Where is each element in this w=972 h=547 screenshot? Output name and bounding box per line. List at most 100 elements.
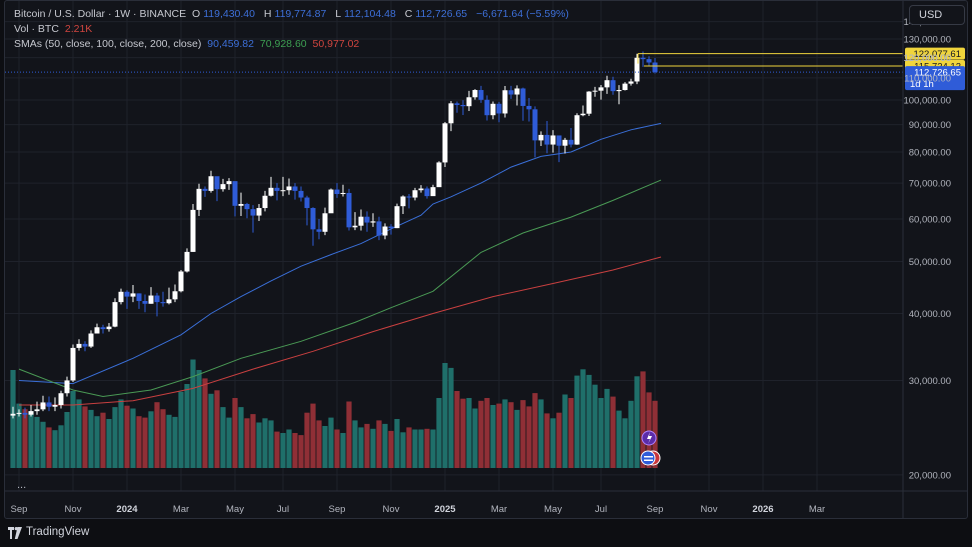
volume-bar xyxy=(628,400,634,468)
candle-body xyxy=(160,302,166,304)
volume-legend: Vol · BTC 2.21K xyxy=(14,23,95,36)
x-tick-label: Mar xyxy=(809,504,825,515)
candle-body xyxy=(262,195,268,209)
candle-body xyxy=(568,139,574,145)
candle-body xyxy=(184,251,190,272)
volume-bar xyxy=(616,410,622,468)
volume-bar xyxy=(436,398,442,468)
candle-body xyxy=(490,103,496,116)
candle-body xyxy=(604,80,610,88)
y-tick-label: 130,000.00 xyxy=(903,34,951,45)
volume-bar xyxy=(538,399,544,468)
candle-body xyxy=(268,187,274,196)
lightning-glyph-icon xyxy=(647,432,652,444)
x-tick-label: 2024 xyxy=(116,504,138,515)
volume-bar xyxy=(286,429,292,468)
volume-bar xyxy=(466,398,472,468)
volume-bar xyxy=(646,392,652,468)
candle-body xyxy=(316,229,322,232)
candle-body xyxy=(190,209,196,252)
sma-line-1 xyxy=(18,122,662,385)
volume-bar xyxy=(256,422,262,468)
volume-bar xyxy=(532,393,538,468)
candle-body xyxy=(448,103,454,124)
candle-body xyxy=(286,186,292,191)
candle-body xyxy=(496,103,502,114)
volume-bar xyxy=(112,407,118,468)
candle-body xyxy=(562,139,568,146)
candle-body xyxy=(424,188,430,197)
volume-bar xyxy=(472,408,478,468)
volume-bar xyxy=(394,419,400,468)
candle-body xyxy=(382,226,388,236)
us-flag-icon xyxy=(640,450,656,466)
volume-bar xyxy=(418,429,424,468)
volume-bar xyxy=(268,420,274,468)
y-tick-label: 70,000.00 xyxy=(909,179,951,190)
volume-bar xyxy=(478,400,484,468)
x-tick-label: May xyxy=(544,504,562,515)
volume-bar xyxy=(346,401,352,468)
candle-body xyxy=(376,221,382,236)
x-tick-label: Nov xyxy=(701,504,718,515)
candle-body xyxy=(244,203,250,210)
volume-bar xyxy=(424,428,430,468)
volume-bar xyxy=(226,417,232,468)
volume-bar xyxy=(358,427,364,468)
sma50-value: 90,459.82 xyxy=(207,38,254,50)
candle-body xyxy=(532,109,538,141)
volume-bar xyxy=(604,388,610,468)
event-icons xyxy=(640,430,661,466)
volume-bar xyxy=(148,411,154,468)
candle-body xyxy=(178,271,184,292)
x-tick-label: Nov xyxy=(65,504,82,515)
volume-bar xyxy=(136,416,142,468)
volume-bar xyxy=(484,398,490,468)
volume-bar xyxy=(214,390,220,468)
x-tick-label: Sep xyxy=(647,504,664,515)
volume-bar xyxy=(196,370,202,468)
sma200-value: 50,977.02 xyxy=(312,38,360,50)
volume-bar xyxy=(232,398,238,468)
volume-bar xyxy=(118,399,124,468)
candles xyxy=(10,51,658,419)
candle-body xyxy=(214,176,220,190)
volume-bar xyxy=(562,394,568,468)
volume-bar xyxy=(106,419,112,468)
more-button[interactable]: ... xyxy=(17,479,27,491)
y-tick-label: 40,000.00 xyxy=(909,309,951,320)
volume-bar xyxy=(64,412,70,468)
volume-bar xyxy=(202,378,208,468)
candle-body xyxy=(28,411,34,415)
volume-bar xyxy=(88,409,94,468)
candle-body xyxy=(352,225,358,228)
candle-body xyxy=(232,181,238,206)
volume-bar xyxy=(40,421,46,468)
candle-body xyxy=(238,203,244,206)
volume-bar xyxy=(448,367,454,468)
symbol-legend: Bitcoin / U.S. Dollar · 1W · BINANCE O 11… xyxy=(14,8,572,21)
y-tick-label-hidden: 120,000.00 xyxy=(903,53,951,64)
candle-body xyxy=(508,90,514,95)
candle-body xyxy=(580,113,586,116)
high-price-badge-label: 122,077.61 xyxy=(913,49,961,60)
volume-bar xyxy=(166,414,172,468)
volume-bar xyxy=(454,391,460,468)
sma-line-2 xyxy=(18,179,662,398)
volume-bar xyxy=(490,405,496,468)
volume-bar xyxy=(58,425,64,468)
volume-bar xyxy=(190,359,196,468)
candle-body xyxy=(598,87,604,91)
volume-bar xyxy=(154,402,160,468)
volume-bar xyxy=(94,416,100,468)
candle-body xyxy=(556,135,562,146)
candle-body xyxy=(292,186,298,191)
y-tick-label: 20,000.00 xyxy=(909,470,951,481)
candle-body xyxy=(274,187,280,191)
y-tick-label: 110,000.00 xyxy=(904,73,951,84)
volume-bar xyxy=(220,407,226,468)
currency-button[interactable]: USD xyxy=(909,5,965,25)
volume-bar xyxy=(460,398,466,468)
volume-bar xyxy=(508,402,514,468)
